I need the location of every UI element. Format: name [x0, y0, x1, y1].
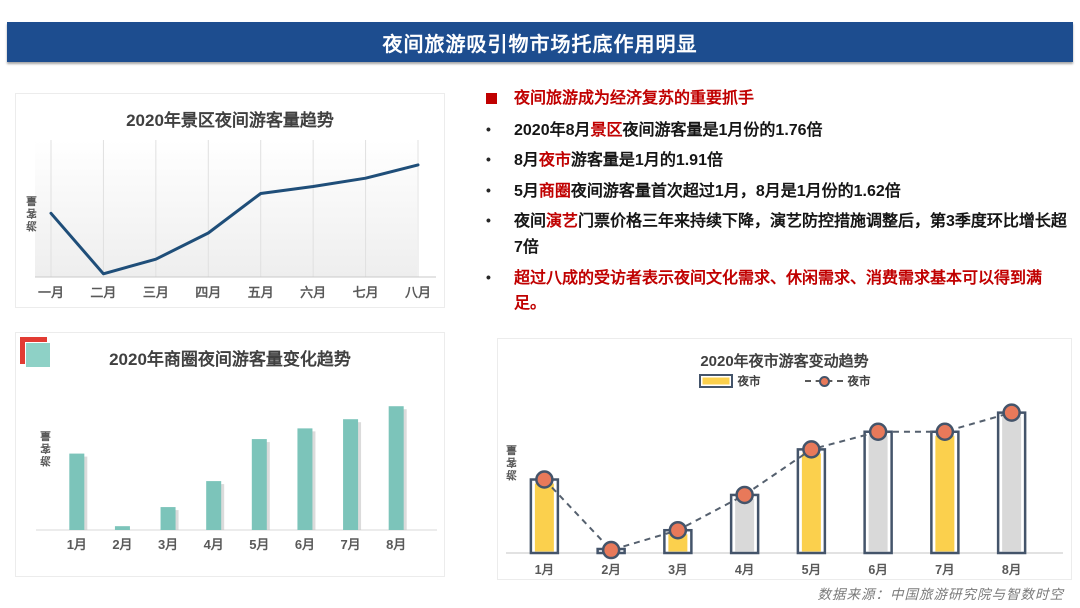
key-points-list: 夜间旅游成为经济复苏的重要抓手 • 2020年8月景区夜间游客量是1月份的1.7…: [486, 86, 1072, 322]
line-chart-y-axis-label: 游客量: [26, 194, 38, 232]
svg-text:2月: 2月: [601, 563, 620, 577]
legend-item-line: 夜市: [804, 373, 871, 389]
corner-decoration-red-bar: [20, 337, 25, 364]
combo-chart-y-axis-label: 游客量: [506, 443, 518, 481]
dot-bullet-icon: •: [486, 181, 491, 198]
svg-text:1月: 1月: [67, 537, 87, 552]
list-item: • 2020年8月景区夜间游客量是1月份的1.76倍: [486, 118, 1072, 144]
line-chart-plot: 一月 二月 三月 四月 五月 六月 七月 八月: [16, 134, 444, 307]
bar-series-swatch-icon: [698, 374, 733, 388]
night-market-combo-chart-card: 2020年夜市游客变动趋势 夜市 夜市 游客量 1月 2月 3月 4月 5月 6月 7月 8月: [497, 338, 1072, 580]
svg-text:七月: 七月: [353, 285, 379, 300]
svg-text:5月: 5月: [802, 563, 821, 577]
corner-decoration-red-bar: [20, 337, 47, 342]
slide-title: 夜间旅游吸引物市场托底作用明显: [382, 33, 698, 56]
dot-bullet-icon: •: [486, 212, 491, 229]
svg-text:八月: 八月: [404, 285, 431, 300]
svg-text:二月: 二月: [90, 285, 116, 300]
svg-text:3月: 3月: [668, 563, 687, 577]
combo-chart-plot: 1月 2月 3月 4月 5月 6月 7月 8月: [498, 393, 1071, 579]
svg-text:8月: 8月: [1002, 563, 1021, 577]
list-item: • 5月商圈夜间游客量首次超过1月，8月是1月份的1.62倍: [486, 179, 1072, 205]
svg-text:6月: 6月: [295, 537, 315, 552]
data-source-note: 数据来源：中国旅游研究院与智数时空: [817, 587, 1064, 602]
line-series-swatch-icon: [804, 376, 843, 387]
svg-text:一月: 一月: [38, 285, 64, 300]
list-item: • 超过八成的受访者表示夜间文化需求、休闲需求、消费需求基本可以得到满足。: [486, 266, 1072, 317]
svg-text:1月: 1月: [535, 563, 554, 577]
scenic-area-line-chart-card: 2020年景区夜间游客量趋势 游客量 一月 二月 三月 四月 五月 六月 七月 八月: [15, 93, 445, 308]
svg-text:4月: 4月: [735, 563, 754, 577]
marker-dot-icon: [818, 376, 830, 387]
dot-bullet-icon: •: [486, 151, 491, 168]
slide-title-banner: 夜间旅游吸引物市场托底作用明显: [7, 22, 1073, 62]
business-district-bar-chart-card: 2020年商圈夜间游客量变化趋势 游客量 1月 2月 3月 4月 5月 6月 7月 8月: [15, 332, 445, 577]
line-chart-title: 2020年景区夜间游客量趋势: [126, 111, 334, 130]
list-item: • 夜间演艺门票价格三年来持续下降，演艺防控措施调整后，第3季度环比增长超7倍: [486, 209, 1072, 260]
legend-item-bar: 夜市: [698, 373, 761, 389]
svg-text:8月: 8月: [386, 537, 406, 552]
svg-text:6月: 6月: [868, 563, 887, 577]
bar-chart-title: 2020年商圈夜间游客量变化趋势: [109, 350, 351, 369]
svg-text:7月: 7月: [340, 537, 360, 552]
legend-label-bar: 夜市: [737, 376, 761, 388]
combo-chart-title: 2020年夜市游客变动趋势: [700, 353, 869, 370]
svg-text:六月: 六月: [300, 285, 326, 300]
svg-text:5月: 5月: [249, 537, 269, 552]
dot-bullet-icon: •: [486, 268, 491, 285]
bar-chart-y-axis-label: 游客量: [40, 429, 52, 467]
corner-decoration-teal-square: [26, 343, 50, 367]
list-item: • 8月夜市游客量是1月的1.91倍: [486, 148, 1072, 174]
corner-decoration: [20, 337, 62, 379]
key-point-header-text: 夜间旅游成为经济复苏的重要抓手: [514, 90, 755, 107]
combo-chart-legend: 夜市 夜市: [498, 373, 1071, 389]
bar-chart-plot: 1月 2月 3月 4月 5月 6月 7月 8月: [16, 377, 444, 576]
svg-text:3月: 3月: [158, 537, 178, 552]
key-point-header: 夜间旅游成为经济复苏的重要抓手: [486, 86, 1072, 113]
svg-text:7月: 7月: [935, 563, 954, 577]
dot-bullet-icon: •: [486, 120, 491, 137]
legend-label-line: 夜市: [847, 376, 871, 388]
red-square-bullet-icon: [486, 93, 497, 104]
svg-text:2月: 2月: [112, 537, 132, 552]
svg-text:四月: 四月: [195, 285, 221, 300]
svg-text:五月: 五月: [248, 285, 274, 300]
svg-text:4月: 4月: [204, 537, 224, 552]
svg-text:三月: 三月: [143, 285, 169, 300]
